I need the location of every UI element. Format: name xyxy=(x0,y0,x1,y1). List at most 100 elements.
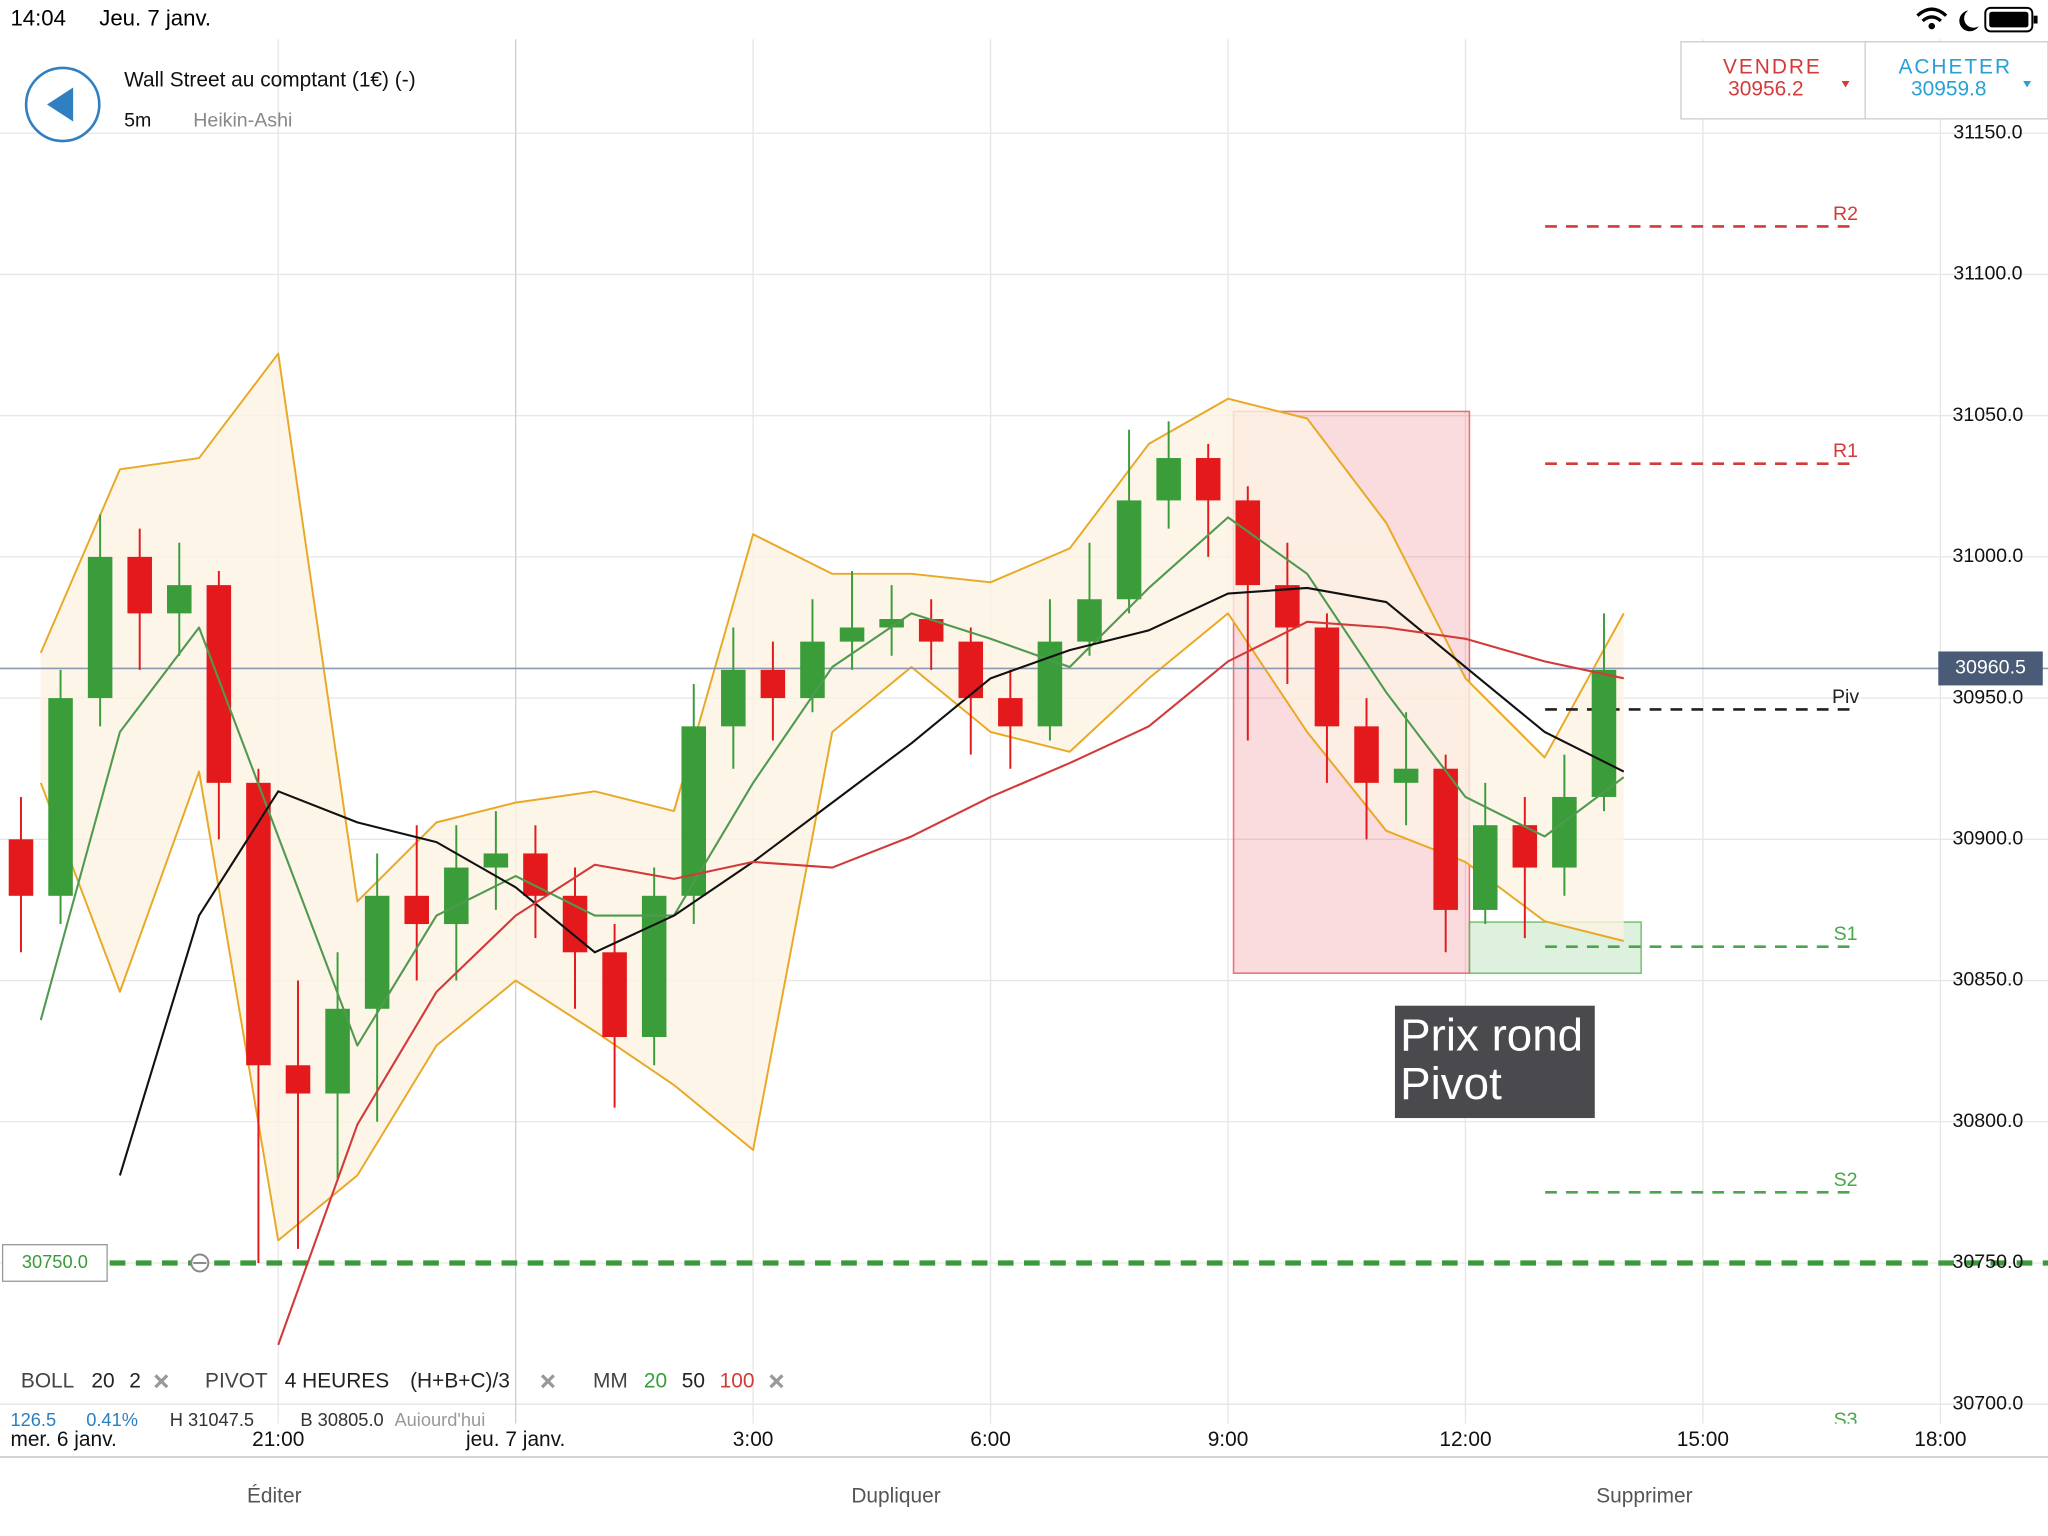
instrument-name: Wall Street au comptant (1€) (-) xyxy=(124,68,416,91)
indicator-param: 2 xyxy=(129,1369,141,1392)
indicator-name[interactable]: PIVOT xyxy=(205,1369,268,1392)
buy-price[interactable]: 30959.8 xyxy=(1911,78,1986,101)
annotation-box xyxy=(1394,1005,1595,1119)
buy-button[interactable]: ACHETER 30959.8 xyxy=(1899,55,2032,101)
candle-body xyxy=(1235,500,1261,586)
candle-body xyxy=(483,853,509,868)
x-tick-label: 21:00 xyxy=(252,1428,304,1451)
stat: 126.5 xyxy=(10,1409,56,1430)
chart-style[interactable]: Heikin-Ashi xyxy=(193,110,292,132)
candle-body xyxy=(602,952,627,1038)
candle-body xyxy=(721,669,746,727)
remove-icon[interactable] xyxy=(154,1374,169,1389)
candle-body xyxy=(1077,599,1102,642)
annotation-text: Prix rond xyxy=(1400,1009,1583,1060)
y-tick-label: 30950.0 xyxy=(1953,686,2024,708)
moving-average xyxy=(39,516,1625,1047)
stat: B 30805.0 xyxy=(300,1409,383,1430)
pivot-label: S2 xyxy=(1834,1169,1858,1191)
band-upper xyxy=(39,352,1625,903)
candle-body xyxy=(1393,768,1419,783)
overlay: 14:04 Jeu. 7 janv. Wall Street au compta… xyxy=(0,5,2048,1507)
stat: 0.41% xyxy=(86,1409,138,1430)
pivot-label: R1 xyxy=(1833,440,1858,462)
candle-body xyxy=(1156,458,1181,501)
indicator-param: 4 HEURES xyxy=(285,1369,389,1392)
y-tick-label: 31050.0 xyxy=(1953,404,2024,426)
candle-body xyxy=(1037,641,1063,727)
candle-body xyxy=(364,895,390,1009)
x-start-label: mer. 6 janv. xyxy=(10,1428,116,1451)
candle-body xyxy=(206,585,232,783)
current-price-label: 30960.5 xyxy=(1955,657,2026,679)
toolbar-button[interactable]: Supprimer xyxy=(1596,1484,1692,1507)
candle-body xyxy=(918,619,944,642)
remove-icon[interactable] xyxy=(769,1374,784,1389)
y-tick-label: 31100.0 xyxy=(1953,263,2022,285)
candle-body xyxy=(87,556,113,699)
plot: R2 R1 Piv S1 S2 S3 31150.0 31100.0 31050.0 31000.… xyxy=(0,39,2048,1431)
pivot-label: R2 xyxy=(1833,203,1858,225)
time-axis: 21:00 jeu. 7 janv. 3:00 6:00 9:00 12:00 15:00 1… xyxy=(10,1428,1966,1451)
candle-body xyxy=(879,619,904,628)
alert-label-box xyxy=(1,1244,108,1282)
candle-body xyxy=(998,698,1023,727)
annotation-text: Pivot xyxy=(1400,1058,1502,1109)
status-icons xyxy=(1916,6,2038,33)
candle-body xyxy=(246,782,271,1066)
current-price-box xyxy=(1938,651,2043,686)
moving-average xyxy=(277,620,1624,1346)
candle-body xyxy=(1354,726,1379,783)
toolbar-button[interactable]: Éditer xyxy=(247,1484,302,1507)
y-tick-label: 31150.0 xyxy=(1953,121,2022,143)
candle-body xyxy=(641,895,667,1038)
band-fill xyxy=(40,353,1624,1241)
indicator-legend: BOLL 20 2 PIVOT 4 HEURES (H+B+C)/3 MM 20… xyxy=(10,1369,784,1430)
candle-body xyxy=(1314,627,1340,727)
candle-body xyxy=(444,867,469,925)
candle-body xyxy=(8,839,34,896)
candle-body xyxy=(127,556,152,614)
toolbar-button[interactable]: Dupliquer xyxy=(851,1484,940,1507)
x-tick-label: 3:00 xyxy=(733,1428,774,1451)
y-tick-label: 30700.0 xyxy=(1953,1392,2024,1414)
buy-label[interactable]: ACHETER xyxy=(1899,55,2012,78)
indicator-param: 20 xyxy=(644,1369,667,1392)
candle-body xyxy=(523,853,548,896)
remove-icon[interactable] xyxy=(540,1374,555,1389)
sell-button[interactable]: VENDRE 30956.2 xyxy=(1723,55,1850,101)
candle-body xyxy=(167,585,192,614)
indicator-name[interactable]: BOLL xyxy=(21,1369,74,1392)
moving-average xyxy=(118,586,1625,1176)
y-tick-label: 30800.0 xyxy=(1953,1110,2024,1132)
band-lower xyxy=(39,612,1624,1242)
candle-body xyxy=(48,698,73,896)
candle-body xyxy=(1512,825,1538,868)
x-tick-label: 15:00 xyxy=(1677,1428,1729,1451)
candle-body xyxy=(1116,500,1142,600)
time-axis-bg xyxy=(0,1426,2048,1458)
candle-body xyxy=(760,669,786,699)
indicator-name[interactable]: MM xyxy=(593,1369,628,1392)
pivot-label: S1 xyxy=(1834,923,1858,945)
candle-body xyxy=(1552,796,1577,868)
sell-price[interactable]: 30956.2 xyxy=(1728,78,1803,101)
stat: H 31047.5 xyxy=(170,1409,254,1430)
back-button[interactable] xyxy=(24,66,101,143)
pivot-label: S3 xyxy=(1834,1409,1858,1431)
indicator-param: 100 xyxy=(720,1369,755,1392)
candle-body xyxy=(839,627,865,642)
x-tick-label: 9:00 xyxy=(1208,1428,1249,1451)
x-tick-label: 12:00 xyxy=(1439,1428,1491,1451)
alert-label: 30750.0 xyxy=(22,1251,88,1272)
sell-label[interactable]: VENDRE xyxy=(1723,55,1822,78)
status-date: Jeu. 7 janv. xyxy=(99,5,211,30)
y-tick-label: 31000.0 xyxy=(1953,545,2024,567)
status-time: 14:04 xyxy=(10,5,66,30)
indicator-param: (H+B+C)/3 xyxy=(410,1369,510,1392)
candle-body xyxy=(800,641,825,699)
candle-body xyxy=(285,1065,311,1094)
interval[interactable]: 5m xyxy=(124,110,151,132)
